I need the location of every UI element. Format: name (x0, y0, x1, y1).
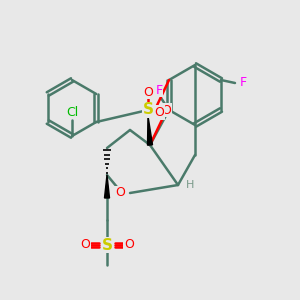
Text: O: O (143, 85, 153, 98)
Text: O: O (80, 238, 90, 251)
Text: F: F (239, 76, 247, 89)
Text: O: O (115, 187, 125, 200)
Text: Cl: Cl (66, 106, 78, 118)
Text: F: F (155, 83, 163, 97)
Text: H: H (186, 180, 194, 190)
Text: S: S (101, 238, 112, 253)
Polygon shape (148, 116, 152, 145)
Text: S: S (142, 103, 154, 118)
Text: O: O (124, 238, 134, 251)
Text: O: O (154, 106, 164, 119)
Text: O: O (161, 103, 171, 116)
Polygon shape (104, 175, 110, 198)
